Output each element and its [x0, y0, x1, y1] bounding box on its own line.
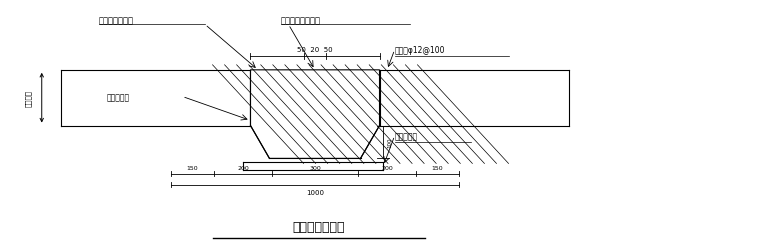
Text: 混凝土垫层: 混凝土垫层	[395, 132, 417, 141]
Text: 150: 150	[432, 166, 443, 171]
Text: 50  20  50: 50 20 50	[298, 47, 332, 53]
Text: 底板厚度: 底板厚度	[25, 90, 31, 107]
Text: 快易收口网: 快易收口网	[106, 92, 129, 102]
Text: 300: 300	[309, 166, 321, 171]
Text: 150: 150	[187, 166, 198, 171]
Text: 200: 200	[237, 166, 249, 171]
Text: 1000: 1000	[306, 189, 324, 195]
Text: 加强筋φ12@100: 加强筋φ12@100	[395, 46, 446, 55]
Text: 后浇微膨胀混凝土: 后浇微膨胀混凝土	[281, 16, 321, 25]
Text: 200: 200	[381, 166, 393, 171]
Text: 遇水膨胀止水条: 遇水膨胀止水条	[99, 16, 134, 25]
Text: 底板后浇带形式: 底板后浇带形式	[292, 220, 345, 233]
Text: 100: 100	[387, 137, 392, 148]
